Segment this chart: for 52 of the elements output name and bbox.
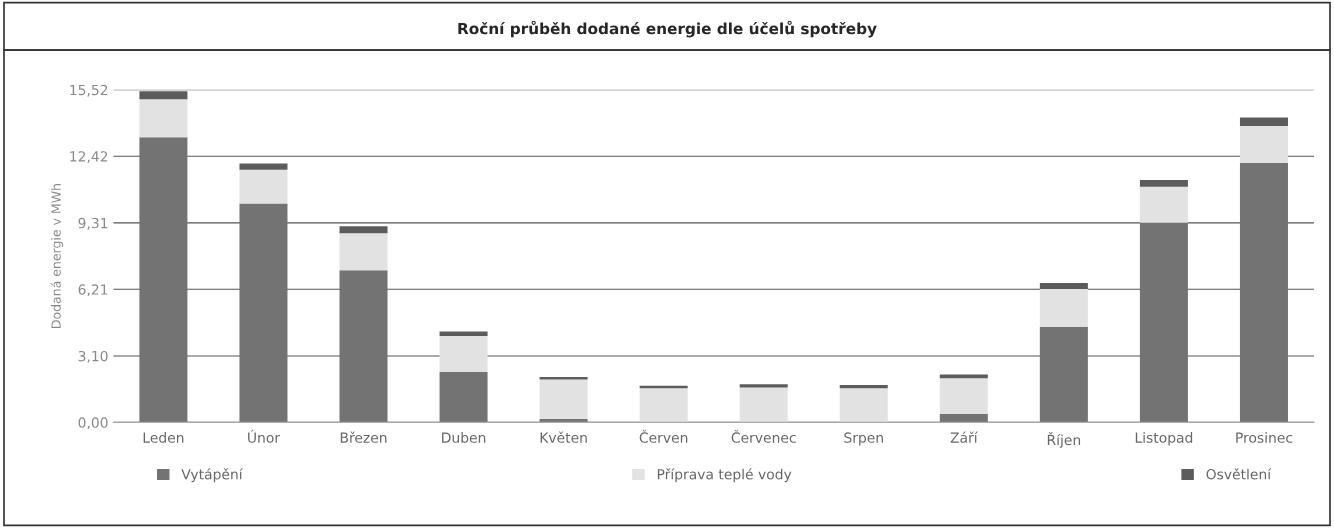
x-tick-label: Únor (248, 429, 281, 443)
bar (139, 137, 188, 423)
bar (339, 270, 388, 423)
bar (139, 91, 188, 100)
bar (239, 169, 288, 204)
bar (339, 233, 388, 271)
bar (939, 374, 988, 379)
bar (539, 376, 588, 380)
legend-label: Vytápění (181, 468, 243, 483)
x-tick-label: Září (950, 431, 978, 443)
x-tick-label: Březen (340, 431, 387, 443)
y-tick-label: 0,00 (78, 417, 108, 430)
x-tick-label: Leden (143, 432, 184, 443)
chart-title: Roční průběh dodané energie dle účelů spotřeby (458, 20, 877, 38)
y-tick-label: 9,31 (78, 217, 108, 230)
legend-label: Osvětlení (1206, 468, 1272, 480)
bar (139, 99, 188, 138)
bar (1039, 326, 1088, 423)
bar (1239, 125, 1288, 164)
bar (239, 203, 288, 423)
bar (839, 388, 888, 423)
x-tick-label: Červenec (731, 429, 796, 443)
y-tick-label: 6,21 (78, 284, 108, 297)
x-tick-label: Červen (639, 429, 688, 443)
bar (739, 387, 788, 423)
bar (439, 336, 488, 372)
bar (439, 371, 488, 423)
x-tick-label: Duben (442, 432, 486, 443)
bar (539, 379, 588, 419)
y-tick-label: 15,52 (70, 84, 108, 97)
bar (1039, 283, 1088, 290)
bar (239, 163, 288, 170)
y-axis-title: Dodaná energie v MWh (50, 184, 64, 328)
bar (1139, 179, 1188, 187)
x-tick-label: Listopad (1135, 432, 1193, 446)
x-tick-label: Prosinec (1236, 432, 1293, 443)
y-tick-label: 12,42 (70, 151, 108, 164)
bar (939, 414, 988, 423)
x-tick-label: Říjen (1047, 432, 1081, 448)
bar (939, 378, 988, 415)
bar (739, 384, 788, 388)
bar (1239, 117, 1288, 126)
bar (1239, 163, 1288, 423)
bar (639, 388, 688, 423)
bar (1139, 186, 1188, 223)
legend-label: Příprava teplé vody (657, 468, 792, 483)
bar (339, 226, 388, 234)
x-tick-label: Květen (540, 431, 587, 443)
y-tick-label: 3,10 (78, 350, 108, 363)
bar (1039, 289, 1088, 327)
x-tick-label: Srpen (844, 432, 883, 446)
bar (1139, 222, 1188, 423)
